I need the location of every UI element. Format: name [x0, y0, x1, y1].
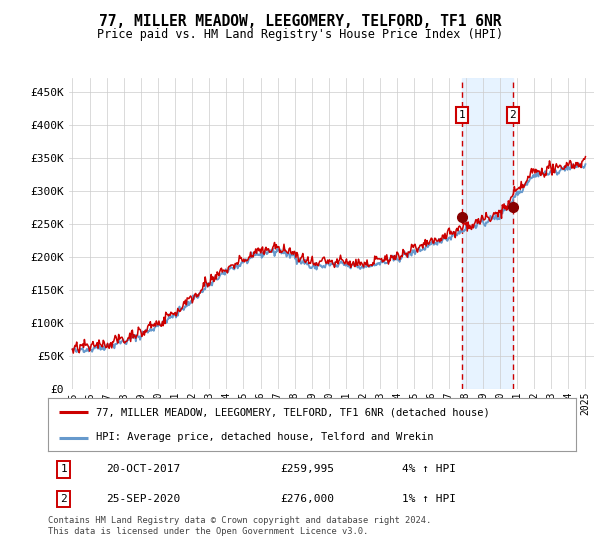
Text: 4% ↑ HPI: 4% ↑ HPI [402, 464, 456, 474]
Text: HPI: Average price, detached house, Telford and Wrekin: HPI: Average price, detached house, Telf… [95, 432, 433, 442]
Text: 2: 2 [61, 494, 67, 504]
Text: 20-OCT-2017: 20-OCT-2017 [106, 464, 181, 474]
Text: £276,000: £276,000 [280, 494, 334, 504]
Text: Contains HM Land Registry data © Crown copyright and database right 2024.
This d: Contains HM Land Registry data © Crown c… [48, 516, 431, 536]
Bar [463, 78, 513, 389]
Text: 2: 2 [509, 110, 516, 120]
Text: 1: 1 [459, 110, 466, 120]
Text: 25-SEP-2020: 25-SEP-2020 [106, 494, 181, 504]
Text: 1% ↑ HPI: 1% ↑ HPI [402, 494, 456, 504]
Text: 77, MILLER MEADOW, LEEGOMERY, TELFORD, TF1 6NR: 77, MILLER MEADOW, LEEGOMERY, TELFORD, T… [99, 14, 501, 29]
Text: Price paid vs. HM Land Registry's House Price Index (HPI): Price paid vs. HM Land Registry's House … [97, 28, 503, 41]
Text: 77, MILLER MEADOW, LEEGOMERY, TELFORD, TF1 6NR (detached house): 77, MILLER MEADOW, LEEGOMERY, TELFORD, T… [95, 408, 489, 418]
Text: £259,995: £259,995 [280, 464, 334, 474]
Text: 1: 1 [61, 464, 67, 474]
